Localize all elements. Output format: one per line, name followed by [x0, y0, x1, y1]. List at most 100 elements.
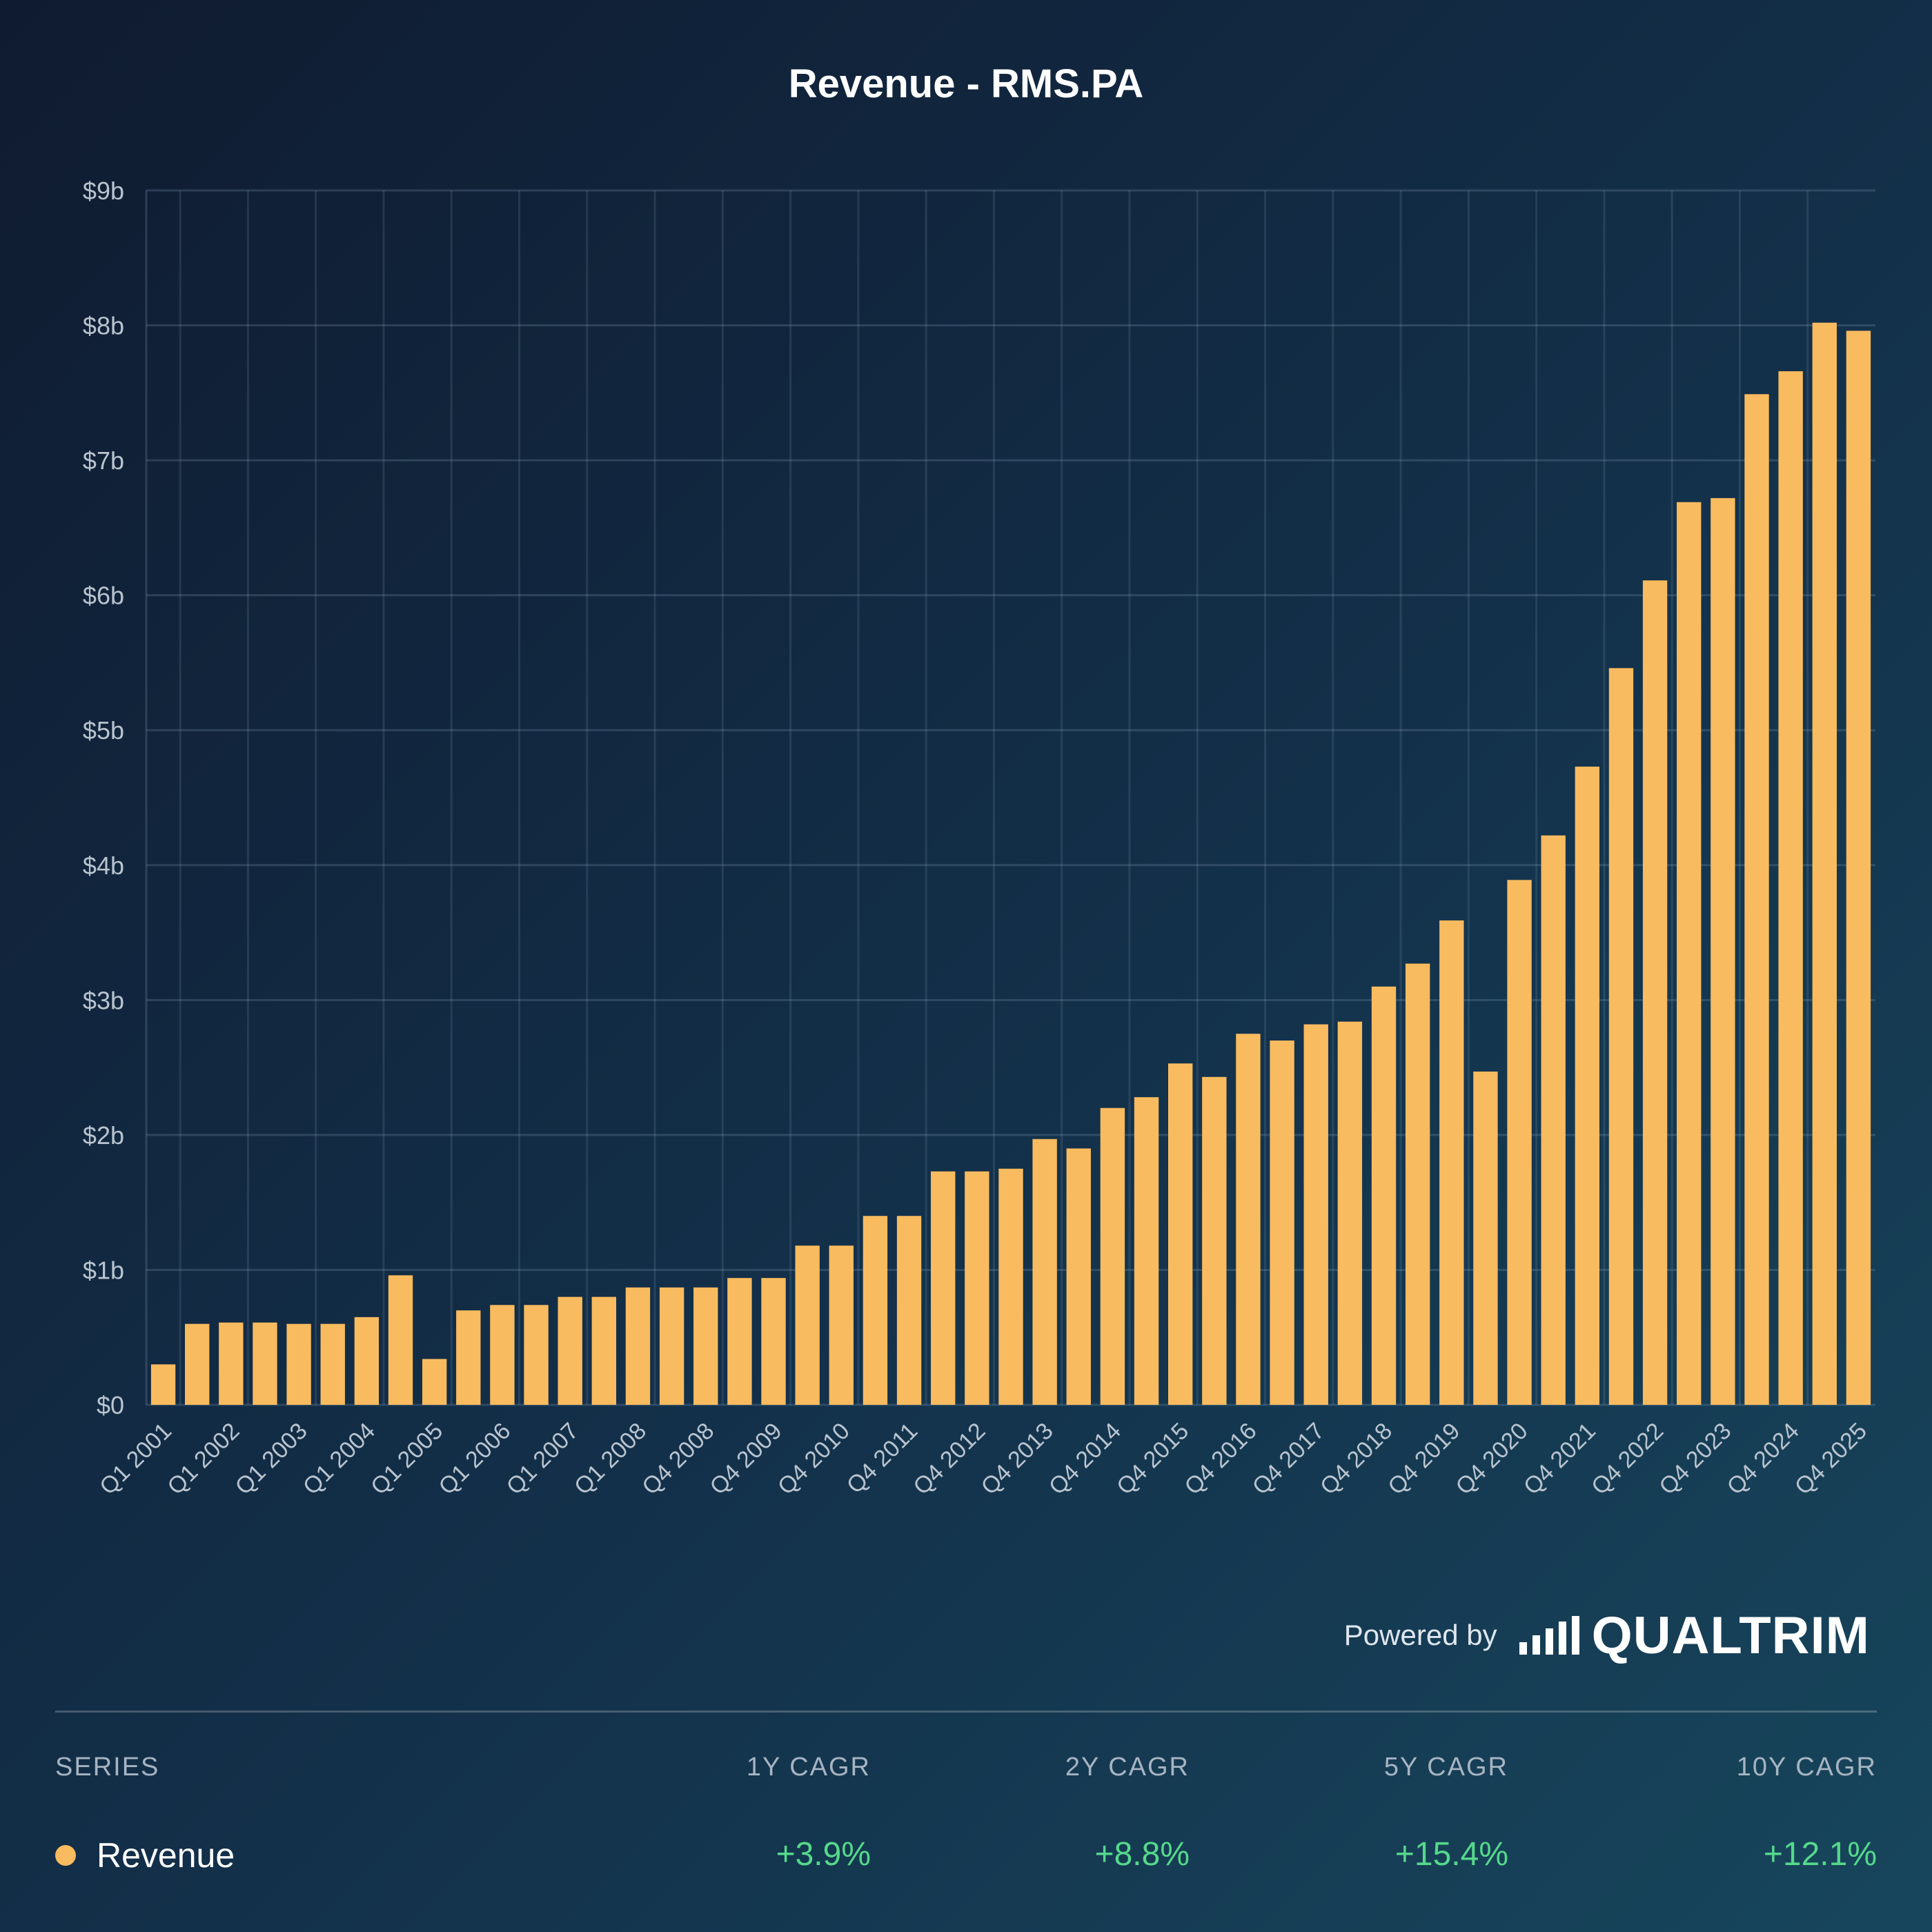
y-tick-label: $3b — [83, 986, 124, 1014]
revenue-bar — [1066, 1148, 1091, 1405]
x-tick-label: Q4 2008 — [637, 1418, 719, 1500]
revenue-bar — [1846, 331, 1871, 1405]
cagr-table: SERIES 1Y CAGR 2Y CAGR 5Y CAGR 10Y CAGR … — [55, 1753, 1877, 1918]
revenue-bar — [1541, 835, 1566, 1405]
revenue-bar — [1575, 767, 1600, 1405]
x-tick-label: Q4 2017 — [1248, 1418, 1330, 1500]
revenue-bar — [1337, 1021, 1363, 1405]
revenue-bar — [998, 1168, 1023, 1405]
logo-wordmark: QUALTRIM — [1591, 1606, 1870, 1665]
y-tick-label: $8b — [83, 312, 124, 340]
revenue-bar — [795, 1245, 820, 1405]
revenue-bar — [1473, 1071, 1498, 1405]
x-tick-label: Q4 2019 — [1383, 1418, 1465, 1500]
revenue-bar — [625, 1287, 651, 1405]
revenue-bar — [1032, 1138, 1057, 1405]
revenue-bar — [286, 1323, 311, 1405]
revenue-bar — [931, 1171, 956, 1405]
revenue-bar — [320, 1323, 345, 1405]
series-cell: Revenue — [55, 1835, 235, 1875]
revenue-bar — [1270, 1041, 1294, 1405]
revenue-bar — [862, 1216, 888, 1405]
revenue-bar — [1202, 1076, 1227, 1405]
divider — [55, 1711, 1877, 1713]
revenue-bar — [965, 1171, 989, 1405]
x-tick-label: Q4 2018 — [1315, 1418, 1397, 1500]
x-tick-label: Q1 2004 — [298, 1418, 380, 1500]
x-tick-label: Q4 2024 — [1722, 1418, 1804, 1500]
revenue-bar — [896, 1216, 922, 1405]
revenue-bar — [354, 1317, 379, 1405]
x-tick-label: Q4 2011 — [842, 1418, 923, 1499]
table-row[interactable]: Revenue +3.9% +8.8% +15.4% +12.1% — [55, 1835, 1877, 1918]
revenue-bar — [1100, 1107, 1125, 1405]
revenue-bar — [1608, 668, 1634, 1406]
revenue-bar — [1439, 920, 1464, 1405]
revenue-bar — [185, 1323, 210, 1405]
revenue-bar — [524, 1305, 549, 1405]
revenue-bar — [388, 1275, 413, 1405]
header-10y-cagr: 10Y CAGR — [1736, 1753, 1877, 1782]
revenue-bar — [659, 1287, 684, 1405]
revenue-bar — [456, 1310, 481, 1405]
y-tick-label: $7b — [83, 446, 124, 475]
revenue-bar — [1642, 580, 1668, 1406]
x-tick-label: Q1 2007 — [502, 1418, 584, 1500]
revenue-bar — [693, 1287, 718, 1405]
revenue-bar — [150, 1364, 176, 1405]
revenue-bar — [1236, 1034, 1261, 1405]
y-tick-label: $1b — [83, 1256, 124, 1284]
revenue-bar — [219, 1322, 244, 1405]
y-tick-label: $9b — [83, 177, 124, 205]
revenue-bar — [1167, 1063, 1193, 1405]
value-2y-cagr: +8.8% — [1094, 1836, 1190, 1873]
revenue-bar — [1677, 502, 1702, 1405]
x-tick-label: Q1 2001 — [95, 1418, 177, 1500]
header-5y-cagr: 5Y CAGR — [1383, 1753, 1508, 1782]
revenue-bar — [1405, 963, 1430, 1405]
x-tick-label: Q4 2009 — [705, 1418, 787, 1500]
revenue-bar — [558, 1297, 582, 1405]
x-tick-label: Q4 2022 — [1586, 1418, 1668, 1500]
value-5y-cagr: +15.4% — [1394, 1836, 1508, 1873]
x-tick-label: Q4 2012 — [908, 1418, 990, 1500]
revenue-bar — [1711, 497, 1735, 1405]
x-tick-label: Q1 2005 — [366, 1418, 448, 1500]
revenue-bar — [761, 1278, 786, 1405]
x-tick-label: Q4 2015 — [1112, 1418, 1194, 1500]
table-header-row: SERIES 1Y CAGR 2Y CAGR 5Y CAGR 10Y CAGR — [55, 1753, 1877, 1835]
revenue-bar — [1744, 394, 1769, 1406]
header-2y-cagr: 2Y CAGR — [1065, 1753, 1190, 1782]
powered-by: Powered by QUALTRIM — [1344, 1606, 1870, 1666]
revenue-bar — [1812, 322, 1837, 1406]
x-tick-label: Q1 2002 — [162, 1418, 244, 1500]
y-tick-label: $4b — [83, 851, 124, 880]
series-color-dot — [55, 1845, 76, 1866]
y-tick-label: $2b — [83, 1121, 124, 1150]
revenue-bar — [1134, 1097, 1159, 1405]
x-tick-label: Q1 2003 — [230, 1418, 313, 1500]
revenue-bar — [727, 1278, 752, 1405]
revenue-bar — [829, 1245, 854, 1405]
y-tick-label: $6b — [83, 582, 124, 610]
revenue-bar — [1371, 986, 1397, 1405]
revenue-bar — [591, 1297, 617, 1405]
revenue-bar — [1303, 1024, 1328, 1405]
qualtrim-logo[interactable]: QUALTRIM — [1519, 1606, 1870, 1666]
x-tick-label: Q4 2013 — [976, 1418, 1058, 1500]
header-series: SERIES — [55, 1753, 160, 1782]
x-tick-label: Q1 2006 — [433, 1418, 515, 1500]
y-tick-label: $5b — [83, 716, 124, 745]
header-1y-cagr: 1Y CAGR — [746, 1753, 871, 1782]
x-tick-label: Q4 2023 — [1654, 1418, 1736, 1500]
revenue-bar — [1507, 880, 1532, 1405]
x-tick-label: Q4 2020 — [1451, 1418, 1533, 1500]
revenue-bar — [490, 1305, 515, 1405]
x-tick-label: Q4 2025 — [1790, 1418, 1872, 1500]
x-tick-label: Q1 2008 — [569, 1418, 651, 1500]
revenue-bar-chart: $0$1b$2b$3b$4b$5b$6b$7b$8b$9b Q1 2001Q1 … — [83, 177, 1875, 1500]
y-tick-label: $0 — [97, 1391, 124, 1419]
value-1y-cagr: +3.9% — [776, 1836, 871, 1873]
revenue-bar — [253, 1322, 277, 1405]
value-10y-cagr: +12.1% — [1763, 1836, 1877, 1873]
